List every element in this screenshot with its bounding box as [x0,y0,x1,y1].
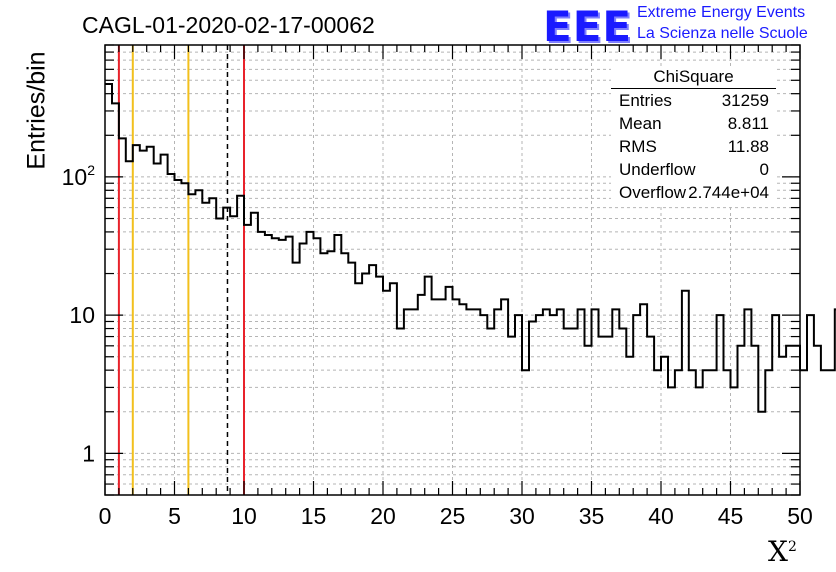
stats-row-entries: Entries 31259 [611,89,776,112]
stats-title: ChiSquare [611,67,776,89]
stats-key: Underflow [619,160,696,179]
x-axis-label-base: X [768,535,788,568]
x-tick-label: 30 [509,503,535,529]
y-tick-label: 10 [69,302,95,328]
stats-row-overflow: Overflow 2.744e+04 [611,181,776,204]
x-tick-label: 50 [787,503,813,529]
logo-subtitle-1: Extreme Energy Events [637,4,806,21]
stats-value: 2.744e+04 [688,183,769,202]
x-tick-label: 35 [579,503,605,529]
logo-subtitle-2: La Scienza nelle Scuole [637,25,808,42]
stats-row-underflow: Underflow 0 [611,158,776,181]
stats-key: Mean [619,114,662,133]
x-tick-label: 40 [648,503,674,529]
histogram-line [105,83,836,413]
stats-value: 8.811 [727,114,769,133]
chart-title: CAGL-01-2020-02-17-00062 [82,12,375,38]
x-tick-label: 5 [168,503,181,529]
x-tick-label: 0 [99,503,112,529]
stats-box: ChiSquare Entries 31259 Mean 8.811 RMS 11.8… [611,67,776,204]
stats-value: 31259 [721,91,769,110]
x-tick-label: 10 [231,503,257,529]
y-axis-label: Entries/bin [22,51,51,170]
x-tick-label: 20 [370,503,396,529]
x-axis-label: X2 [768,535,797,568]
stats-key: RMS [619,137,657,156]
stats-key: Entries [619,91,672,110]
x-axis-label-exponent: 2 [787,539,797,555]
x-tick-label: 45 [718,503,744,529]
y-tick-label: 102 [62,162,96,190]
eee-logo: EEE [543,2,633,51]
stats-value: 0 [759,160,769,179]
x-tick-label: 15 [301,503,327,529]
stats-key: Overflow [619,183,687,202]
stats-value: 11.88 [727,137,769,156]
stats-row-rms: RMS 11.88 [611,135,776,158]
stats-row-mean: Mean 8.811 [611,112,776,135]
x-tick-label: 25 [440,503,466,529]
y-tick-label: 1 [82,440,95,466]
